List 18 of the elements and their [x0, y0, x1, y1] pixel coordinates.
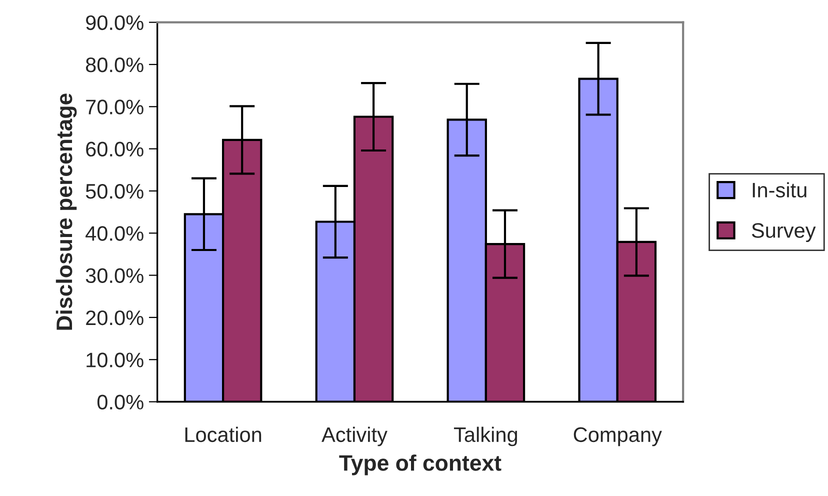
legend-label: Survey	[752, 223, 816, 242]
y-tick-label: 20.0%	[86, 310, 144, 326]
x-tick-label: Activity	[322, 426, 388, 446]
y-axis-title: Disclosure percentage	[56, 94, 77, 330]
y-tick-label: 0.0%	[97, 394, 144, 410]
y-tick-label: 40.0%	[86, 226, 144, 241]
x-axis-title: Type of context	[339, 454, 502, 476]
x-tick-label: Location	[185, 426, 262, 442]
y-tick-label: 50.0%	[86, 184, 144, 199]
x-tick-label: Talking	[454, 426, 518, 446]
x-tick-label: Company	[574, 427, 662, 446]
y-tick-label: 90.0%	[86, 15, 144, 30]
y-tick-label: 60.0%	[86, 142, 144, 157]
legend-label: In-situ	[752, 182, 806, 198]
y-tick-label: 10.0%	[86, 352, 144, 368]
y-tick-label: 30.0%	[86, 268, 144, 284]
y-tick-label: 80.0%	[86, 57, 144, 72]
y-tick-label: 70.0%	[86, 100, 144, 114]
